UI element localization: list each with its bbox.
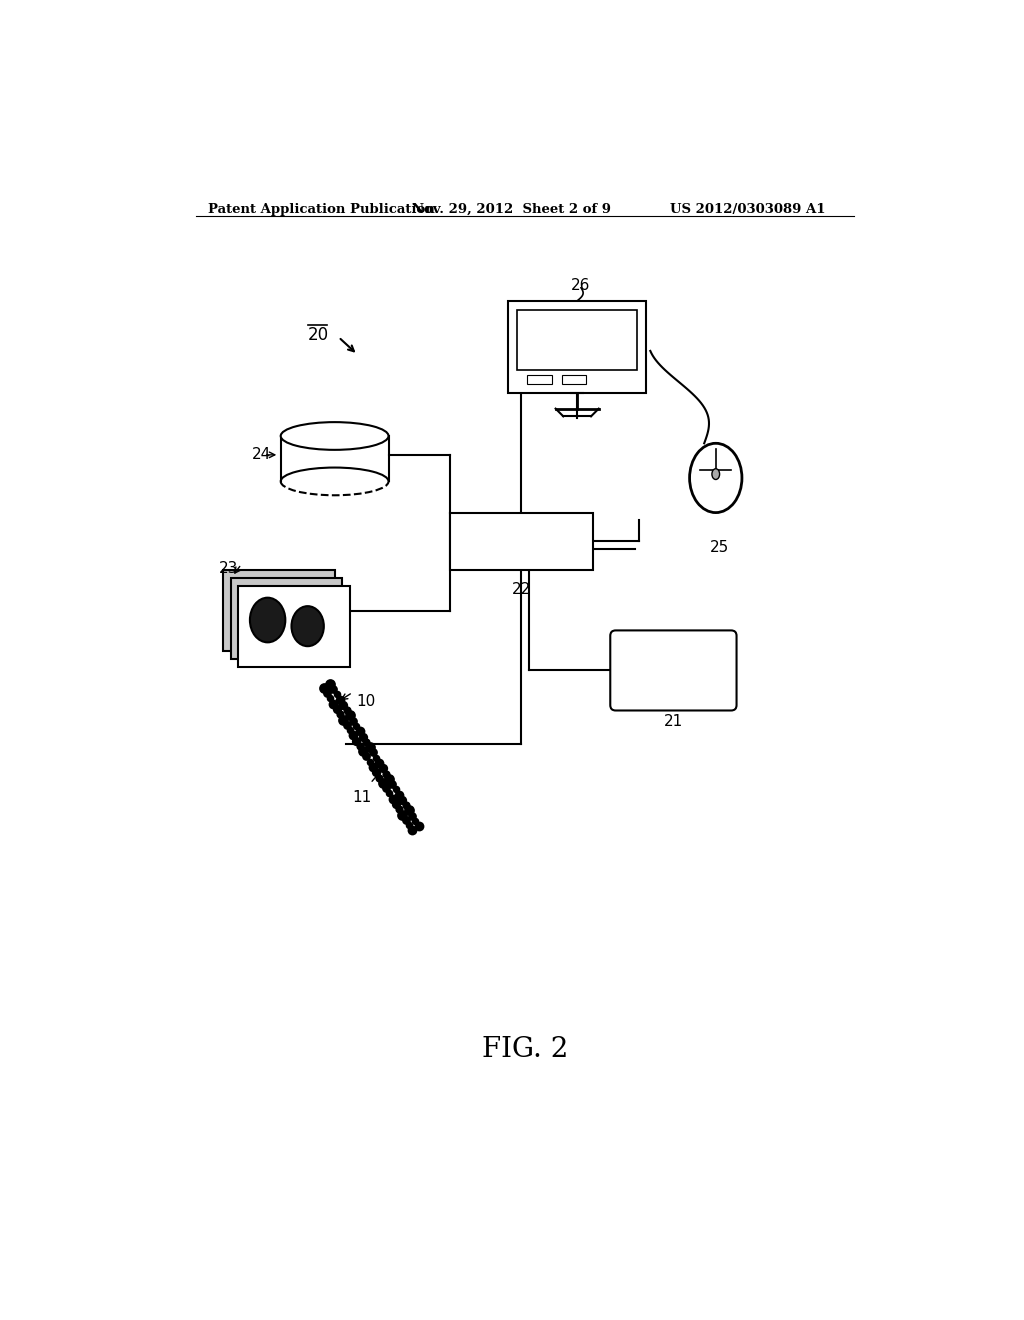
Text: 21: 21 — [664, 714, 683, 730]
Point — [375, 758, 391, 779]
FancyBboxPatch shape — [451, 512, 593, 570]
Point — [378, 763, 394, 784]
Text: 25: 25 — [710, 540, 729, 554]
Point — [372, 767, 388, 788]
Point — [361, 737, 378, 758]
Point — [378, 777, 394, 799]
Point — [348, 730, 365, 751]
Text: US 2012/0303089 A1: US 2012/0303089 A1 — [670, 203, 825, 216]
Point — [387, 779, 403, 800]
Point — [342, 705, 358, 726]
Point — [329, 684, 345, 705]
Point — [345, 710, 361, 731]
Point — [322, 673, 338, 694]
Point — [332, 689, 348, 710]
Point — [388, 793, 404, 814]
Point — [326, 693, 342, 714]
Point — [335, 709, 351, 730]
Ellipse shape — [712, 469, 720, 479]
Point — [338, 714, 354, 735]
Point — [354, 741, 371, 762]
Ellipse shape — [281, 422, 388, 450]
Point — [375, 772, 391, 793]
Point — [358, 731, 375, 752]
Point — [342, 719, 358, 741]
Point — [348, 715, 365, 737]
Point — [394, 789, 411, 810]
Point — [400, 800, 417, 821]
Point — [384, 774, 400, 795]
Point — [400, 814, 417, 836]
Point — [408, 810, 424, 832]
Point — [351, 735, 368, 756]
Point — [358, 746, 375, 767]
Text: 20: 20 — [307, 326, 329, 345]
Point — [332, 704, 348, 725]
Text: 11: 11 — [352, 789, 372, 805]
Bar — [281, 436, 388, 482]
Point — [391, 784, 408, 805]
Point — [404, 805, 421, 826]
FancyBboxPatch shape — [527, 375, 552, 384]
Point — [397, 809, 414, 830]
Text: 23: 23 — [219, 561, 239, 576]
FancyBboxPatch shape — [508, 301, 646, 393]
Point — [361, 751, 378, 772]
Point — [322, 688, 338, 709]
Point — [368, 747, 384, 768]
Text: 22: 22 — [512, 582, 531, 597]
Point — [354, 726, 371, 747]
Point — [338, 700, 354, 721]
FancyBboxPatch shape — [230, 578, 342, 659]
Ellipse shape — [292, 606, 324, 647]
FancyBboxPatch shape — [223, 570, 335, 651]
Ellipse shape — [250, 598, 286, 643]
Point — [371, 752, 387, 774]
FancyBboxPatch shape — [239, 586, 350, 667]
Point — [368, 762, 384, 783]
Point — [411, 816, 427, 837]
Point — [381, 783, 397, 804]
Ellipse shape — [689, 444, 742, 512]
FancyBboxPatch shape — [610, 631, 736, 710]
Point — [326, 678, 342, 700]
Point — [335, 694, 351, 715]
Text: Patent Application Publication: Patent Application Publication — [208, 203, 434, 216]
Text: 26: 26 — [571, 277, 591, 293]
Point — [404, 820, 421, 841]
Point — [365, 756, 381, 777]
Point — [345, 725, 361, 746]
Point — [394, 804, 411, 825]
FancyBboxPatch shape — [562, 375, 587, 384]
Point — [318, 682, 335, 704]
Point — [315, 677, 332, 698]
Text: Nov. 29, 2012  Sheet 2 of 9: Nov. 29, 2012 Sheet 2 of 9 — [412, 203, 610, 216]
Point — [381, 768, 397, 789]
Point — [397, 795, 414, 816]
Text: 24: 24 — [252, 447, 270, 462]
Point — [384, 788, 400, 809]
Point — [329, 698, 345, 719]
Point — [351, 721, 368, 742]
Point — [365, 742, 381, 763]
FancyBboxPatch shape — [517, 310, 637, 370]
Point — [391, 799, 408, 820]
Text: 10: 10 — [356, 694, 376, 709]
Text: FIG. 2: FIG. 2 — [481, 1036, 568, 1063]
